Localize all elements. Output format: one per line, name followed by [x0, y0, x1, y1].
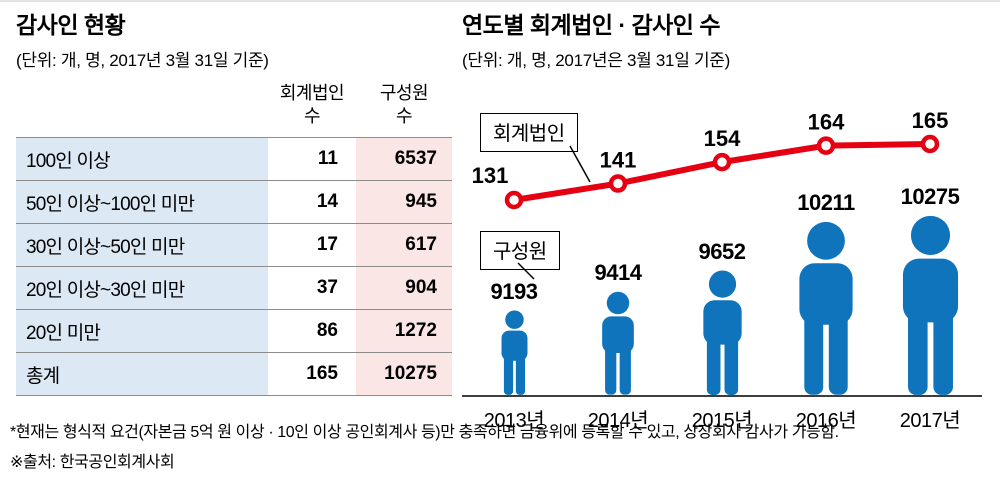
pictogram-column: 9193	[462, 79, 566, 395]
table-header-row: 회계법인 수 구성원 수	[16, 82, 452, 138]
year-label: 2014년	[587, 409, 649, 432]
row-100-plus: 100인 이상 11 6537	[16, 137, 452, 181]
row-label-cell: 20인 이상~30인 미만	[16, 266, 268, 310]
pictogram-column: 9414	[566, 79, 670, 395]
person-icon	[593, 291, 643, 395]
members-value-cell: 1272	[356, 309, 452, 353]
row-20-to-30: 20인 이상~30인 미만 37 904	[16, 266, 452, 310]
pictogram-column: 10211	[774, 79, 878, 395]
members-value-cell: 6537	[356, 137, 452, 181]
members-value-cell: 10275	[356, 352, 452, 396]
footnotes: *현재는 형식적 요건(자본금 5억 원 이상 · 10인 이상 공인회계사 등…	[10, 418, 839, 477]
firms-value-cell: 14	[316, 191, 338, 213]
legend-accounting-firms: 회계법인	[480, 112, 578, 152]
x-axis: 2013년 2014년 2015년 2016년 2017년	[462, 394, 982, 433]
row-under-20: 20인 미만 86 1272	[16, 309, 452, 353]
right-title: 연도별 회계법인 · 감사인 수	[462, 12, 720, 38]
members-value-cell: 904	[356, 266, 452, 310]
row-label-cell: 20인 미만	[16, 309, 268, 353]
members-value-cell: 617	[356, 223, 452, 267]
row-label-cell: 100인 이상	[16, 137, 268, 181]
year-label: 2013년	[483, 409, 545, 432]
year-label: 2015년	[691, 409, 753, 432]
footnote: *현재는 형식적 요건(자본금 5억 원 이상 · 10인 이상 공인회계사 등…	[10, 424, 839, 441]
members-value-label: 10275	[900, 183, 960, 209]
header-firms-count: 회계법인 수	[279, 82, 345, 126]
source-note: ※출처: 한국공인회계사회	[10, 453, 175, 471]
row-30-to-50: 30인 이상~50인 미만 17 617	[16, 223, 452, 267]
person-icon	[494, 310, 535, 395]
pictogram-columns: 9193 9414 9652 10211 10275	[462, 79, 982, 395]
header-empty-cell	[16, 82, 268, 138]
header-members-count: 구성원 수	[379, 82, 429, 126]
firms-value-cell: 17	[316, 234, 338, 256]
row-50-to-100: 50인 이상~100인 미만 14 945	[16, 180, 452, 224]
firms-value-cell: 86	[316, 320, 338, 342]
right-subtitle: (단위: 개, 명, 2017년은 3월 31일 기준)	[462, 50, 731, 70]
person-icon	[887, 215, 974, 395]
firms-value-cell: 37	[316, 277, 338, 299]
firms-value-cell: 165	[306, 363, 338, 385]
members-value-label: 9414	[594, 259, 642, 285]
year-label: 2016년	[795, 409, 857, 432]
legend-members: 구성원	[480, 230, 560, 270]
pictogram-column: 9652	[670, 79, 774, 395]
year-label: 2017년	[899, 409, 961, 432]
row-label-cell: 50인 이상~100인 미만	[16, 180, 268, 224]
row-label-cell: 30인 이상~50인 미만	[16, 223, 268, 267]
members-value-label: 9193	[490, 278, 538, 304]
row-label-cell: 총계	[16, 352, 268, 396]
members-value-label: 9652	[698, 238, 746, 264]
left-subtitle: (단위: 개, 명, 2017년 3월 31일 기준)	[16, 50, 269, 70]
yearly-combo-chart: 131 141 154 164 165 회계법인 구성원 9193 9414 9652 102…	[462, 79, 986, 437]
members-value-cell: 945	[356, 180, 452, 224]
pictogram-column: 10275	[878, 79, 982, 395]
left-title: 감사인 현황	[16, 12, 126, 38]
members-value-label: 10211	[797, 189, 855, 215]
person-icon	[784, 221, 868, 395]
person-icon	[692, 270, 753, 395]
firms-value-cell: 11	[317, 148, 338, 170]
panel-yearly-chart: 연도별 회계법인 · 감사인 수 (단위: 개, 명, 2017년은 3월 31…	[462, 12, 996, 437]
auditor-status-table: 회계법인 수 구성원 수 100인 이상 11 6537 50인 이상~100인…	[16, 82, 452, 397]
row-total: 총계 165 10275	[16, 352, 452, 396]
panel-auditor-status: 감사인 현황 (단위: 개, 명, 2017년 3월 31일 기준) 회계법인 …	[16, 12, 454, 396]
